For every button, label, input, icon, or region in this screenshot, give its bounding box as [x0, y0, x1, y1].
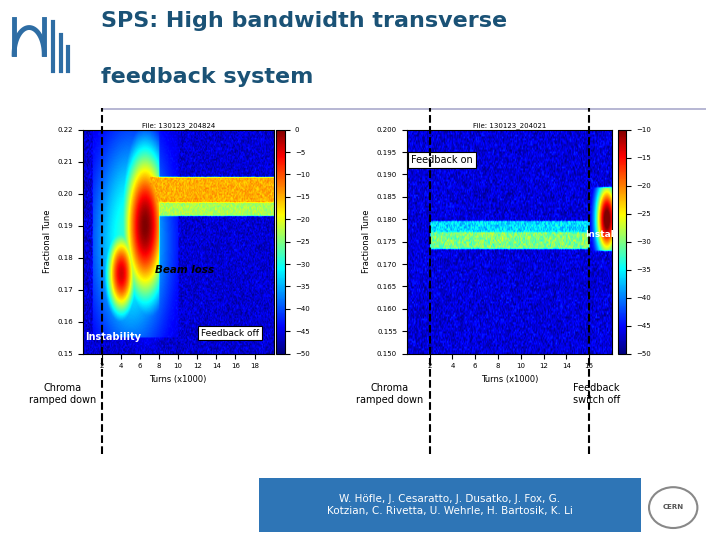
- Y-axis label: Fractional Tune: Fractional Tune: [42, 210, 52, 273]
- Title: File: 130123_204021: File: 130123_204021: [473, 122, 546, 129]
- Title: File: 130123_204824: File: 130123_204824: [142, 122, 215, 129]
- Text: Chroma
ramped down: Chroma ramped down: [29, 383, 96, 405]
- FancyBboxPatch shape: [259, 478, 641, 532]
- Text: SPS: High bandwidth transverse: SPS: High bandwidth transverse: [101, 11, 507, 31]
- Text: CERN: CERN: [662, 504, 684, 510]
- X-axis label: Turns (x1000): Turns (x1000): [150, 375, 207, 384]
- Text: Feedback
switch off: Feedback switch off: [573, 383, 620, 405]
- Text: Beam loss: Beam loss: [156, 265, 215, 275]
- Text: W. Höfle, J. Cesaratto, J. Dusatko, J. Fox, G.
Kotzian, C. Rivetta, U. Wehrle, H: W. Höfle, J. Cesaratto, J. Dusatko, J. F…: [327, 494, 573, 516]
- Text: Feedback off: Feedback off: [201, 329, 259, 338]
- Text: Instability: Instability: [585, 230, 637, 239]
- X-axis label: Turns (x1000): Turns (x1000): [481, 375, 538, 384]
- Y-axis label: Fractional Tune: Fractional Tune: [362, 210, 372, 273]
- Text: Instability: Instability: [85, 332, 140, 342]
- Text: Feedback on: Feedback on: [411, 155, 472, 165]
- Text: feedback system: feedback system: [101, 67, 313, 87]
- Text: Chroma
ramped down: Chroma ramped down: [356, 383, 423, 405]
